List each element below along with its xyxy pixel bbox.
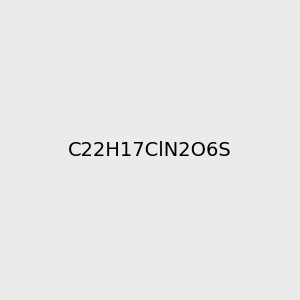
Text: C22H17ClN2O6S: C22H17ClN2O6S [68,140,232,160]
